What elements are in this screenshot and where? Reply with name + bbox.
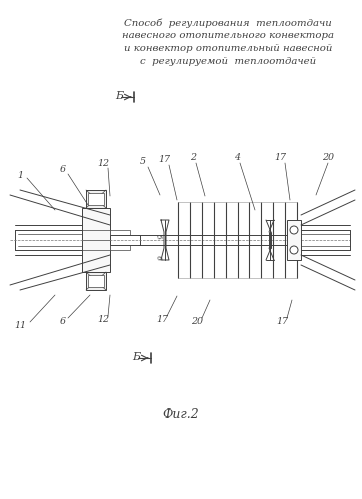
Text: 17: 17 [158,156,170,165]
Bar [287,220,301,260]
Text: 1: 1 [17,171,23,180]
Ellipse shape [290,226,298,234]
Text: 12: 12 [97,159,109,168]
Text: 20: 20 [322,154,334,163]
Text: 12: 12 [97,315,109,324]
Text: Б: Б [115,91,123,101]
Bar [110,235,140,245]
Text: Фиг.2: Фиг.2 [163,409,199,422]
Bar [82,208,110,272]
Text: 17: 17 [156,315,168,324]
Text: Б: Б [132,352,140,362]
Bar [86,272,106,290]
Text: 17: 17 [276,317,288,326]
Text: 20: 20 [191,317,203,326]
Text: навесного отопительного конвектора: навесного отопительного конвектора [122,31,334,40]
Text: 6: 6 [60,166,66,175]
Text: 6: 6 [60,317,66,326]
Text: 6: 6 [153,254,163,261]
Bar [110,230,130,238]
Text: 2: 2 [190,154,196,163]
Text: с  регулируемой  теплоотдачей: с регулируемой теплоотдачей [140,57,316,66]
Text: 5: 5 [153,234,163,241]
Bar [86,190,106,208]
Bar [88,275,104,287]
Bar [88,193,104,205]
Text: 4: 4 [234,154,240,163]
Bar [110,242,130,250]
Ellipse shape [290,246,298,254]
Text: 11: 11 [14,320,26,329]
Text: 5: 5 [140,158,146,167]
Text: 17: 17 [274,154,286,163]
Text: Способ  регулирования  теплоотдачи: Способ регулирования теплоотдачи [124,18,332,27]
Text: и конвектор отопительный навесной: и конвектор отопительный навесной [124,44,332,53]
